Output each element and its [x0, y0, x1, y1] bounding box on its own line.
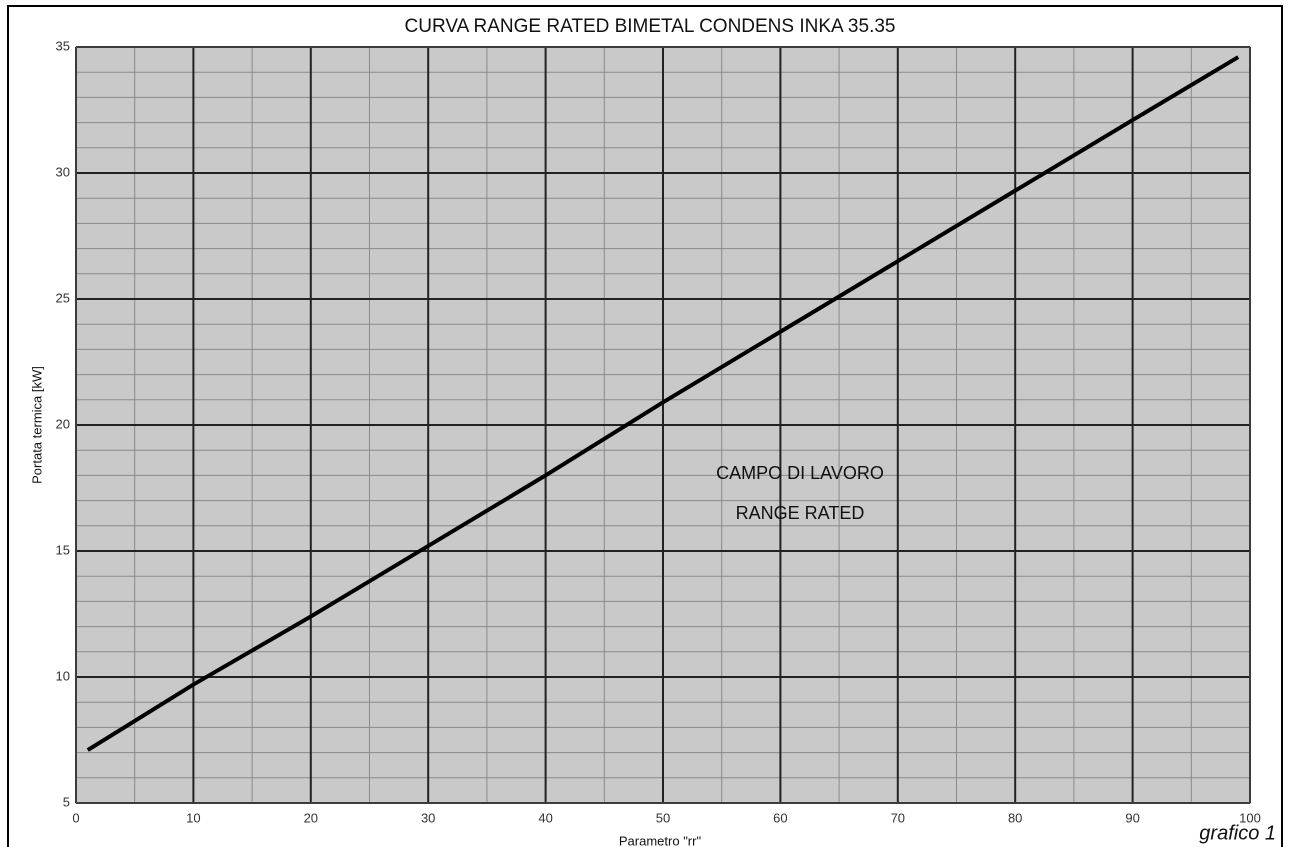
annotation: CAMPO DI LAVORO	[716, 463, 884, 483]
y-tick-label: 5	[63, 794, 70, 809]
plot-border	[75, 46, 1251, 804]
y-tick-label: 10	[56, 668, 70, 683]
x-tick-label: 60	[773, 810, 787, 825]
x-tick-label: 50	[656, 810, 670, 825]
x-tick-label: 40	[538, 810, 552, 825]
frame	[7, 5, 1283, 847]
x-tick-label: 80	[1008, 810, 1022, 825]
x-axis-label: Parametro "rr"	[619, 833, 702, 847]
x-tick-label: 90	[1125, 810, 1139, 825]
y-tick-label: 20	[56, 416, 70, 431]
y-tick-label: 35	[56, 38, 70, 53]
x-tick-label: 70	[891, 810, 905, 825]
plot-area: 0 10 20 30 40 50 60 70 80 90 100 5 10 15 20 25 30 35	[56, 38, 1261, 825]
annotation: RANGE RATED	[736, 503, 865, 523]
y-axis-label: Portata termica [kW]	[29, 366, 44, 484]
x-tick-label: 30	[421, 810, 435, 825]
annotation: grafico 1	[1199, 822, 1276, 844]
annotations: CAMPO DI LAVORO RANGE RATED grafico 1	[716, 463, 1276, 845]
x-tick-label: 100	[1239, 810, 1261, 825]
x-tick-label: 0	[72, 810, 79, 825]
y-tick-label: 30	[56, 164, 70, 179]
y-tick-label: 25	[56, 290, 70, 305]
y-tick-label: 15	[56, 542, 70, 557]
x-tick-label: 20	[304, 810, 318, 825]
line-series	[86, 55, 1240, 752]
chart-title: CURVA RANGE RATED BIMETAL CONDENS INKA 3…	[405, 16, 896, 37]
x-tick-label: 10	[186, 810, 200, 825]
